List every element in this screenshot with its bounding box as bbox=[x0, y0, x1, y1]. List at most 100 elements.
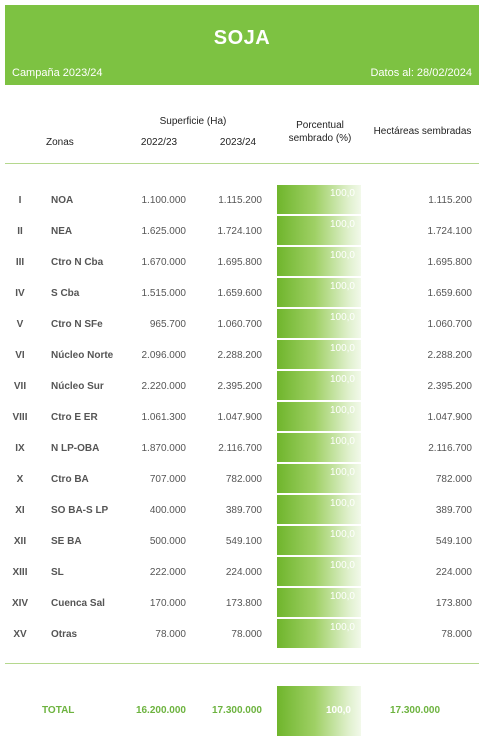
column-header-hectareas: Hectáreas sembradas bbox=[373, 126, 472, 137]
area-2023-24: 2.288.200 bbox=[217, 350, 263, 361]
hectareas-sembradas: 2.116.700 bbox=[428, 443, 472, 454]
zone-name: N LP-OBA bbox=[51, 443, 100, 454]
total-divider bbox=[5, 663, 479, 664]
total-hectareas: 17.300.000 bbox=[389, 705, 441, 716]
area-2023-24: 389.700 bbox=[225, 505, 262, 516]
zone-name: Ctro N Cba bbox=[51, 257, 104, 268]
percent-bar: 100,0 bbox=[277, 526, 361, 555]
table-row: III Ctro N Cba 1.670.000 1.695.800 100,0 1.69… bbox=[0, 247, 503, 278]
area-2023-24: 1.724.100 bbox=[217, 226, 263, 237]
area-2022-23: 500.000 bbox=[149, 536, 186, 547]
percent-value: 100,0 bbox=[329, 405, 355, 416]
percent-value: 100,0 bbox=[329, 219, 355, 230]
table-row: XI SO BA-S LP 400.000 389.700 100,0 389.700 bbox=[0, 495, 503, 526]
table-row: XIV Cuenca Sal 170.000 173.800 100,0 173.800 bbox=[0, 588, 503, 619]
campaign-label: Campaña 2023/24 bbox=[12, 67, 103, 79]
area-2023-24: 78.000 bbox=[231, 629, 262, 640]
percent-value: 100,0 bbox=[329, 591, 355, 602]
table-row: VII Núcleo Sur 2.220.000 2.395.200 100,0 2.39… bbox=[0, 371, 503, 402]
total-percent-bar: 100,0 bbox=[277, 686, 361, 736]
table-row: X Ctro BA 707.000 782.000 100,0 782.000 bbox=[0, 464, 503, 495]
hectareas-sembradas: 1.659.600 bbox=[427, 288, 473, 299]
area-2023-24: 782.000 bbox=[225, 474, 262, 485]
percent-value: 100,0 bbox=[329, 529, 355, 540]
zone-name: Ctro E ER bbox=[51, 412, 98, 423]
percent-value: 100,0 bbox=[329, 498, 355, 509]
table-row: I NOA 1.100.000 1.115.200 100,0 1.115.200 bbox=[0, 185, 503, 216]
zone-name: Ctro N SFe bbox=[51, 319, 103, 330]
table-row: XII SE BA 500.000 549.100 100,0 549.100 bbox=[0, 526, 503, 557]
percent-value: 100,0 bbox=[329, 622, 355, 633]
area-2023-24: 2.116.700 bbox=[218, 443, 262, 454]
percent-value: 100,0 bbox=[329, 436, 355, 447]
table-row: IX N LP-OBA 1.870.000 2.116.700 100,0 2.116.7… bbox=[0, 433, 503, 464]
area-2022-23: 2.096.000 bbox=[141, 350, 187, 361]
column-header-2022-23: 2022/23 bbox=[140, 137, 178, 148]
hectareas-sembradas: 1.695.800 bbox=[427, 257, 473, 268]
area-2022-23: 707.000 bbox=[149, 474, 186, 485]
percent-bar: 100,0 bbox=[277, 619, 361, 648]
zone-number: I bbox=[18, 195, 22, 206]
percent-bar: 100,0 bbox=[277, 185, 361, 214]
zone-name: SE BA bbox=[51, 536, 82, 547]
area-2022-23: 1.061.300 bbox=[141, 412, 187, 423]
table-row: VI Núcleo Norte 2.096.000 2.288.200 100,0 2.2… bbox=[0, 340, 503, 371]
area-2022-23: 1.670.000 bbox=[141, 257, 187, 268]
percent-value: 100,0 bbox=[329, 250, 355, 261]
zone-number: XI bbox=[15, 505, 25, 516]
column-header-porcentual-line1: Porcentual bbox=[296, 120, 344, 131]
zone-name: S Cba bbox=[51, 288, 80, 299]
percent-bar: 100,0 bbox=[277, 557, 361, 586]
zone-number: VI bbox=[15, 350, 25, 361]
hectareas-sembradas: 782.000 bbox=[435, 474, 472, 485]
zone-name: Cuenca Sal bbox=[51, 598, 105, 609]
total-2023-24: 17.300.000 bbox=[211, 705, 262, 716]
total-row: TOTAL 16.200.000 17.300.000 100,0 17.300… bbox=[0, 686, 503, 736]
data-date-label: Datos al: 28/02/2024 bbox=[370, 67, 472, 79]
zone-number: VII bbox=[13, 381, 27, 392]
hectareas-sembradas: 2.288.200 bbox=[427, 350, 473, 361]
area-2023-24: 1.047.900 bbox=[217, 412, 263, 423]
header-divider bbox=[5, 163, 479, 164]
table-row: VIII Ctro E ER 1.061.300 1.047.900 100,0 1.04… bbox=[0, 402, 503, 433]
percent-bar: 100,0 bbox=[277, 402, 361, 431]
percent-value: 100,0 bbox=[329, 281, 355, 292]
zone-name: NEA bbox=[51, 226, 73, 237]
zone-number: XII bbox=[13, 536, 27, 547]
zone-number: V bbox=[16, 319, 24, 330]
area-2022-23: 1.870.000 bbox=[141, 443, 187, 454]
percent-bar: 100,0 bbox=[277, 433, 361, 462]
total-2022-23: 16.200.000 bbox=[135, 705, 186, 716]
table-row: IV S Cba 1.515.000 1.659.600 100,0 1.659.600 bbox=[0, 278, 503, 309]
percent-value: 100,0 bbox=[329, 188, 355, 199]
table-row: II NEA 1.625.000 1.724.100 100,0 1.724.100 bbox=[0, 216, 503, 247]
percent-bar: 100,0 bbox=[277, 371, 361, 400]
percent-bar: 100,0 bbox=[277, 247, 361, 276]
column-header-superficie: Superficie (Ha) bbox=[159, 116, 227, 127]
area-2022-23: 400.000 bbox=[149, 505, 186, 516]
zone-number: X bbox=[16, 474, 24, 485]
percent-value: 100,0 bbox=[329, 374, 355, 385]
area-2023-24: 1.115.200 bbox=[218, 195, 262, 206]
column-header-porcentual-line2: sembrado (%) bbox=[288, 133, 352, 144]
percent-value: 100,0 bbox=[329, 560, 355, 571]
hectareas-sembradas: 224.000 bbox=[435, 567, 472, 578]
percent-value: 100,0 bbox=[329, 343, 355, 354]
zone-number: XIII bbox=[12, 567, 28, 578]
zone-name: Núcleo Norte bbox=[51, 350, 114, 361]
zone-number: XV bbox=[13, 629, 27, 640]
area-2023-24: 1.060.700 bbox=[217, 319, 263, 330]
zone-name: Ctro BA bbox=[51, 474, 89, 485]
area-2022-23: 1.100.000 bbox=[141, 195, 187, 206]
zone-name: SO BA-S LP bbox=[51, 505, 109, 516]
table-row: XIII SL 222.000 224.000 100,0 224.000 bbox=[0, 557, 503, 588]
total-label: TOTAL bbox=[42, 705, 75, 716]
zone-number: VIII bbox=[12, 412, 28, 423]
total-percent-value: 100,0 bbox=[325, 705, 351, 716]
column-header-porcentual: Porcentual sembrado (%) bbox=[275, 119, 365, 145]
hectareas-sembradas: 78.000 bbox=[441, 629, 472, 640]
area-2023-24: 224.000 bbox=[225, 567, 262, 578]
zone-name: NOA bbox=[51, 195, 74, 206]
column-header-2023-24: 2023/24 bbox=[219, 137, 257, 148]
percent-bar: 100,0 bbox=[277, 340, 361, 369]
